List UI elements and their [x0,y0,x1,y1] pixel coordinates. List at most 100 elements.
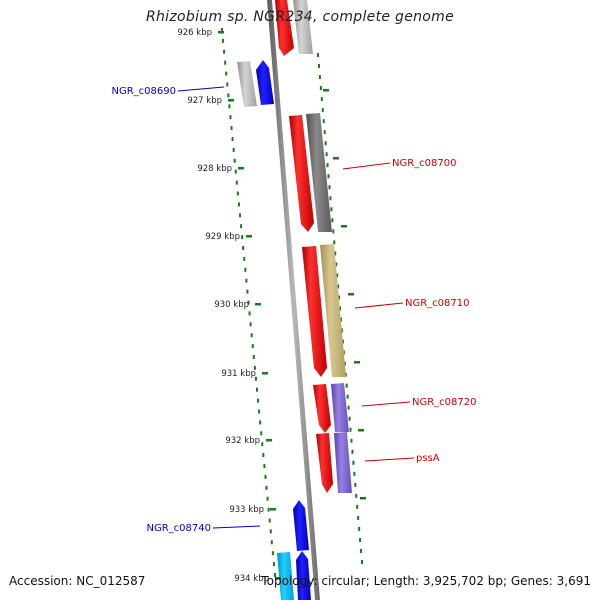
scale-guide-dot [252,355,255,359]
outer-guide-dot [359,537,362,542]
gene-purple-pssA[interactable] [334,432,352,493]
scale-guide-dot [265,485,268,490]
outer-guide-dot [319,86,322,91]
outer-guide-dot [339,317,342,322]
outer-guide-dot [326,163,329,168]
outer-guide-dot [357,515,360,520]
scale-tick-label: 933 kbp [229,505,264,515]
outer-tick [333,157,339,160]
scale-guide-dot [234,169,237,174]
scale-guide-dot [237,202,240,207]
scale-guide-dot [246,289,249,294]
outer-guide-dot [317,64,320,69]
gene-label-leader [177,86,225,92]
scale-tick-label: 928 kbp [197,164,232,174]
outer-guide-dot [341,339,344,344]
outer-guide-dot [353,471,356,476]
scale-guide-dot [255,387,258,392]
outer-guide-dot [342,350,345,355]
outer-guide-dot [335,262,338,267]
scale-tick-label: 929 kbp [205,232,240,242]
scale-tick-label: 934 kbp [234,574,269,584]
map-title: Rhizobium sp. NGR234, complete genome [145,9,455,25]
gene-label[interactable]: NGR_c08720 [412,397,477,408]
outer-tick [341,225,347,228]
accession-label: Accession: NC_012587 [9,574,146,588]
outer-guide-dot [356,504,359,509]
scale-guide-dot [223,49,226,54]
scale-guide-dot [257,398,260,403]
scale-tick [238,167,244,170]
outer-guide-dot [320,97,323,102]
gene-label[interactable]: NGR_c08690 [112,86,177,97]
genome-stats: Topology: circular; Length: 3,925,702 bp… [261,574,591,588]
outer-tick [360,497,366,500]
scale-tick-label: 930 kbp [214,300,249,310]
kbp-scale: 926 kbp 927 kbp 928 kbp 929 kbp 930 kbp 931 k… [177,28,366,584]
scale-guide-dot [221,28,223,32]
gene-darkgray-c08700[interactable] [306,113,332,232]
outer-guide-dot [318,75,321,80]
gene-red-c08710[interactable] [302,246,327,377]
outer-guide-dot [328,185,331,190]
outer-tick [323,89,329,92]
scale-guide-dot [254,376,257,381]
gene-label[interactable]: NGR_c08700 [392,158,457,169]
gene-features[interactable] [237,0,352,600]
gene-gray-top[interactable] [293,0,313,54]
outer-guide-dot [322,119,325,124]
gene-red-c08700[interactable] [289,115,314,232]
scale-guide-dot [249,322,252,327]
outer-guide-dot [346,394,349,399]
gene-cyan-bottom[interactable] [277,552,294,600]
scale-guide-dot [227,93,230,98]
gene-purple-c08720[interactable] [331,383,349,432]
outer-guide-dot [331,218,334,223]
outer-guide-dot [355,493,358,498]
scale-guide-dot [261,442,264,447]
outer-guide-dot [347,405,350,410]
outer-guide-dot [354,482,357,487]
gene-blue-bottom[interactable] [296,551,311,600]
gene-red-pssA[interactable] [316,433,333,493]
gene-labels[interactable]: NGR_c08690 NGR_c08700 NGR_c08710 NGR_c08720… [112,86,477,534]
gene-label[interactable]: pssA [416,453,440,464]
outer-guide-dot [325,152,328,157]
scale-guide-dot [222,38,225,43]
scale-tick [246,235,252,238]
scale-guide-dot [266,496,269,501]
scale-guide-dot [242,246,245,250]
scale-guide-dot [248,311,251,316]
scale-guide-dot [272,562,275,567]
gene-label[interactable]: NGR_c08710 [405,298,470,309]
scale-tick [228,99,234,102]
gene-label[interactable]: NGR_c08740 [147,523,212,534]
outer-guide-dot [351,449,354,454]
gene-red-c08720[interactable] [313,384,331,433]
outer-guide-dot [360,548,363,553]
genome-backbone [267,0,320,600]
outer-guide-dot [334,251,337,256]
gene-khaki-c08710[interactable] [320,244,346,377]
outer-guide-dot [317,53,319,57]
gene-blue-c08690[interactable] [256,60,274,105]
scale-guide-dot [225,71,228,76]
scale-guide-dot [233,158,236,163]
scale-guide-dot [229,115,232,120]
scale-guide-dot [228,104,231,109]
outer-guide-dot [345,383,348,388]
scale-tick-label: 926 kbp [177,28,212,38]
outer-guide-dot [338,295,341,300]
gene-red-top[interactable] [275,0,294,56]
outer-guide-dot [349,427,352,432]
gene-label-leader [212,525,261,529]
outer-guide-dot [358,526,361,531]
gene-label-leader [361,401,411,407]
gene-blue-c08740[interactable] [293,500,309,551]
scale-guide-dot [269,529,272,534]
scale-guide-dot [232,147,235,152]
gene-gray-c08690[interactable] [237,61,257,107]
scale-guide-dot [224,60,227,65]
outer-guide-dot [329,196,332,201]
